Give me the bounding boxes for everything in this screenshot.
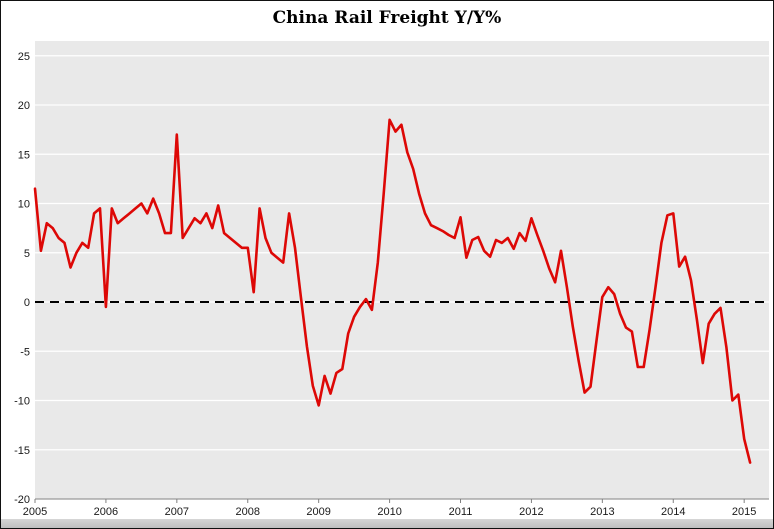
x-tick-label: 2011 [449,506,473,518]
x-tick-label: 2005 [23,506,47,518]
x-tick-label: 2008 [236,506,260,518]
plot-area [35,41,769,499]
y-tick-label: -15 [14,445,30,457]
y-tick-label: 5 [24,248,30,260]
y-tick-label: 0 [24,297,30,309]
y-tick-label: 10 [18,199,30,211]
x-tick-label: 2014 [661,506,685,518]
freight-series-line [33,118,752,464]
y-tick-label: 20 [18,100,30,112]
x-tick-label: 2013 [590,506,614,518]
chart-title: China Rail Freight Y/Y% [272,8,502,28]
x-tick-label: 2007 [165,506,189,518]
x-tick-label: 2006 [94,506,118,518]
y-tick-label: -20 [14,494,30,506]
bottom-edge-strip [1,519,773,528]
x-tick-label: 2009 [306,506,330,518]
x-tick-label: 2015 [732,506,756,518]
x-tick-label: 2012 [519,506,543,518]
y-tick-label: 25 [18,51,30,63]
x-tick-label: 2010 [377,506,401,518]
y-tick-label: 15 [18,149,30,161]
y-tick-label: -10 [14,396,30,408]
y-tick-label: -5 [20,346,30,358]
